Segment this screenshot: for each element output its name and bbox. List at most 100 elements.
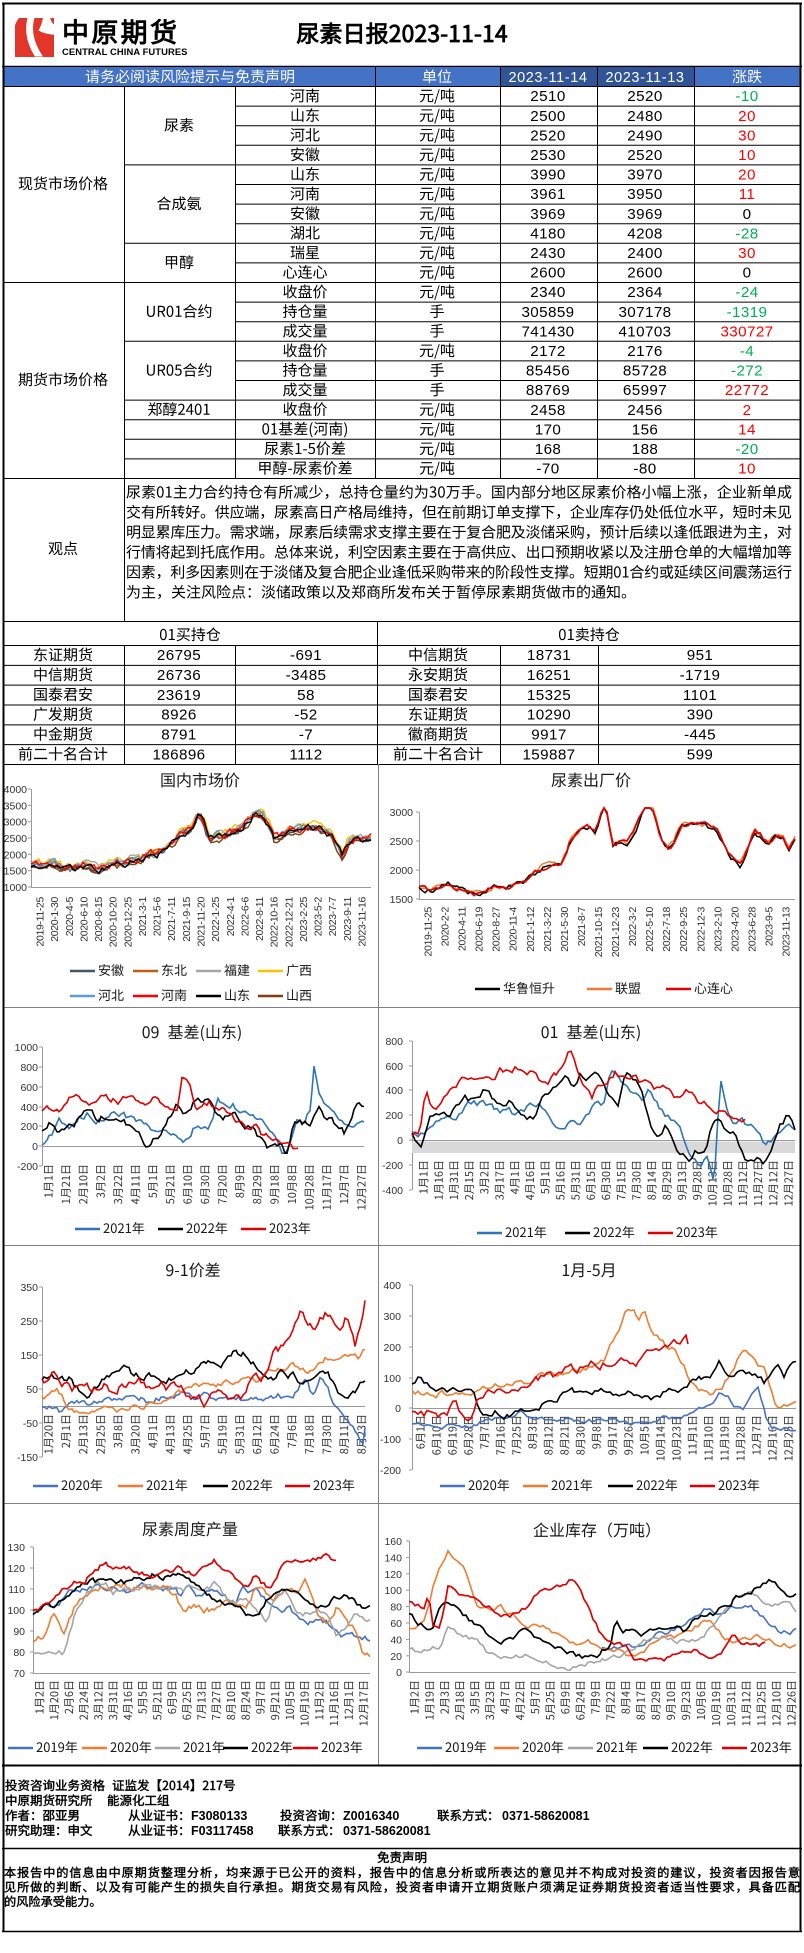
svg-text:-24: -24 bbox=[735, 284, 758, 301]
svg-text:0: 0 bbox=[397, 1135, 403, 1147]
svg-text:8926: 8926 bbox=[161, 707, 196, 724]
svg-text:-272: -272 bbox=[731, 363, 763, 380]
svg-text:1112: 1112 bbox=[289, 746, 322, 763]
svg-text:800: 800 bbox=[385, 1036, 403, 1048]
svg-text:2500: 2500 bbox=[390, 836, 414, 848]
svg-text:2022-1-25: 2022-1-25 bbox=[210, 897, 222, 942]
svg-text:2019-11-25: 2019-11-25 bbox=[423, 906, 435, 956]
svg-text:16251: 16251 bbox=[527, 667, 571, 684]
svg-text:3000: 3000 bbox=[390, 807, 414, 819]
svg-text:2020-1-30: 2020-1-30 bbox=[49, 897, 61, 942]
svg-text:2023-2-10: 2023-2-10 bbox=[712, 907, 724, 952]
svg-text:4000: 4000 bbox=[4, 784, 28, 796]
svg-text:2020-8-27: 2020-8-27 bbox=[491, 907, 503, 952]
svg-text:2020-11-4: 2020-11-4 bbox=[508, 907, 520, 951]
svg-text:2020-12-25: 2020-12-25 bbox=[122, 896, 134, 947]
svg-text:30: 30 bbox=[738, 245, 756, 262]
svg-text:2022-3-2: 2022-3-2 bbox=[627, 906, 639, 946]
svg-text:1000: 1000 bbox=[15, 1042, 39, 1054]
svg-text:2021-5-30: 2021-5-30 bbox=[559, 907, 571, 952]
svg-text:2600: 2600 bbox=[627, 265, 662, 282]
svg-text:741430: 741430 bbox=[521, 323, 574, 340]
svg-text:2023-9-11: 2023-9-11 bbox=[342, 897, 354, 941]
svg-text:65997: 65997 bbox=[623, 382, 667, 399]
svg-text:2600: 2600 bbox=[530, 265, 565, 282]
svg-text:1000: 1000 bbox=[4, 882, 28, 894]
svg-text:200: 200 bbox=[383, 1342, 401, 1354]
svg-text:3969: 3969 bbox=[530, 206, 565, 223]
svg-text:26736: 26736 bbox=[157, 667, 201, 684]
svg-text:800: 800 bbox=[20, 1062, 38, 1074]
svg-text:11: 11 bbox=[739, 186, 756, 203]
svg-text:2023-2-25: 2023-2-25 bbox=[298, 897, 310, 942]
svg-text:-445: -445 bbox=[684, 727, 716, 744]
svg-text:2023-7-7: 2023-7-7 bbox=[327, 896, 339, 936]
svg-text:2340: 2340 bbox=[530, 284, 565, 301]
svg-text:600: 600 bbox=[385, 1061, 403, 1073]
svg-text:2023-11-13: 2023-11-13 bbox=[781, 906, 793, 956]
svg-text:-691: -691 bbox=[290, 647, 322, 664]
svg-text:0371-58620081: 0371-58620081 bbox=[343, 1824, 431, 1838]
svg-text:-20: -20 bbox=[735, 441, 758, 458]
svg-text:200: 200 bbox=[20, 1121, 38, 1133]
svg-text:1101: 1101 bbox=[683, 687, 717, 704]
svg-text:3961: 3961 bbox=[530, 186, 565, 203]
svg-text:300: 300 bbox=[383, 1311, 401, 1323]
svg-text:2023-11-14: 2023-11-14 bbox=[508, 70, 587, 86]
svg-text:250: 250 bbox=[20, 1316, 38, 1328]
svg-text:10: 10 bbox=[738, 147, 756, 164]
svg-text:599: 599 bbox=[687, 746, 714, 763]
svg-text:307178: 307178 bbox=[618, 304, 671, 321]
svg-text:400: 400 bbox=[383, 1280, 401, 1292]
svg-text:2430: 2430 bbox=[530, 245, 565, 262]
svg-text:188: 188 bbox=[632, 441, 659, 458]
svg-text:390: 390 bbox=[687, 707, 714, 724]
svg-text:-4: -4 bbox=[740, 343, 754, 360]
svg-text:0371-58620081: 0371-58620081 bbox=[502, 1809, 590, 1823]
svg-text:2020-6-10: 2020-6-10 bbox=[78, 897, 90, 942]
svg-text:-1719: -1719 bbox=[680, 667, 721, 684]
svg-text:-100: -100 bbox=[380, 1434, 401, 1446]
svg-text:58: 58 bbox=[297, 687, 315, 704]
svg-text:1500: 1500 bbox=[4, 866, 28, 878]
svg-text:F03117458: F03117458 bbox=[191, 1824, 254, 1838]
svg-text:2023-9-5: 2023-9-5 bbox=[763, 906, 775, 946]
svg-text:150: 150 bbox=[20, 1350, 38, 1362]
svg-text:186896: 186896 bbox=[152, 746, 205, 763]
svg-text:3969: 3969 bbox=[627, 206, 662, 223]
svg-text:4208: 4208 bbox=[627, 225, 662, 242]
svg-text:2021-1-12: 2021-1-12 bbox=[525, 907, 537, 952]
svg-text:3500: 3500 bbox=[4, 800, 28, 812]
svg-text:30: 30 bbox=[738, 127, 756, 144]
svg-text:Z0016340: Z0016340 bbox=[343, 1809, 399, 1823]
svg-text:0: 0 bbox=[396, 1667, 402, 1679]
svg-text:90: 90 bbox=[13, 1626, 25, 1638]
svg-text:85728: 85728 bbox=[623, 363, 667, 380]
svg-text:15325: 15325 bbox=[527, 687, 571, 704]
svg-text:2020-4-5: 2020-4-5 bbox=[64, 896, 76, 936]
svg-text:CENTRAL CHINA FUTURES: CENTRAL CHINA FUTURES bbox=[62, 46, 188, 57]
svg-text:159887: 159887 bbox=[522, 746, 575, 763]
svg-text:3950: 3950 bbox=[627, 186, 662, 203]
svg-text:410703: 410703 bbox=[618, 323, 671, 340]
svg-text:22772: 22772 bbox=[725, 382, 769, 399]
svg-text:18731: 18731 bbox=[527, 647, 571, 664]
svg-text:-7: -7 bbox=[299, 727, 313, 744]
svg-text:140: 140 bbox=[384, 1552, 402, 1564]
svg-text:2500: 2500 bbox=[4, 833, 28, 845]
svg-text:2022-5-10: 2022-5-10 bbox=[644, 907, 656, 952]
svg-text:20: 20 bbox=[738, 108, 756, 125]
svg-text:20: 20 bbox=[390, 1651, 402, 1663]
svg-text:0: 0 bbox=[395, 1403, 401, 1415]
svg-text:156: 156 bbox=[632, 421, 659, 438]
svg-text:2022-6-6: 2022-6-6 bbox=[239, 896, 251, 936]
svg-text:2022-8-11: 2022-8-11 bbox=[254, 897, 266, 941]
svg-text:-28: -28 bbox=[735, 225, 758, 242]
svg-text:1500: 1500 bbox=[390, 894, 414, 906]
svg-text:2: 2 bbox=[743, 402, 752, 419]
svg-text:-80: -80 bbox=[633, 461, 656, 478]
svg-text:80: 80 bbox=[13, 1647, 25, 1659]
svg-text:100: 100 bbox=[383, 1373, 401, 1385]
svg-text:-200: -200 bbox=[382, 1160, 403, 1172]
svg-text:120: 120 bbox=[384, 1569, 402, 1581]
